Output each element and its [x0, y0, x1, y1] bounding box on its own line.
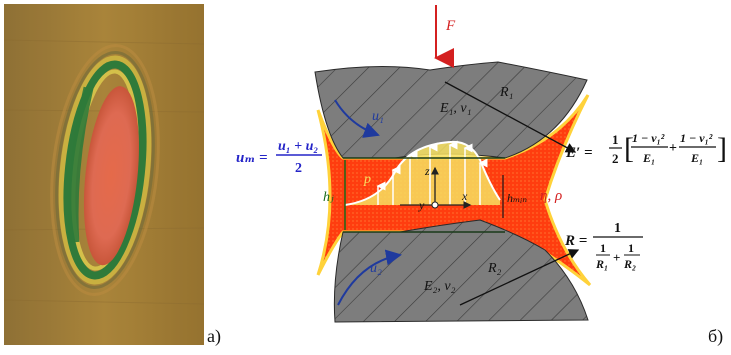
lower-velocity-label: u₂ — [370, 261, 382, 276]
svg-text:+: + — [613, 250, 620, 265]
svg-text:1: 1 — [600, 241, 606, 255]
radius-1-arrow — [444, 81, 577, 153]
svg-text:1 − ν₁²: 1 − ν₁² — [680, 131, 713, 145]
viscosity-density-label: η, ρ — [540, 188, 562, 204]
reduced-radius-formula: R = 1 1 R₁ + 1 R₂ — [564, 221, 643, 271]
svg-text:]: ] — [717, 132, 727, 165]
panel-a-label: а) — [207, 326, 221, 346]
upper-velocity-label: u₁ — [372, 109, 384, 124]
velocity-1-arrow — [334, 99, 380, 138]
lower-material-label: E₂, ν₂ — [423, 279, 456, 294]
svg-text:E₁: E₁ — [690, 151, 703, 165]
force-label: F — [445, 18, 456, 34]
svg-text:2: 2 — [295, 161, 302, 176]
panel-b-label: б) — [708, 326, 724, 346]
svg-text:[: [ — [624, 132, 634, 165]
upper-radius-label: R₁ — [499, 85, 513, 100]
lower-radius-label: R₂ — [487, 261, 502, 276]
x-axis-label: x — [461, 189, 468, 203]
central-thickness-label: hⱼ — [323, 190, 334, 205]
z-axis-label: z — [424, 164, 430, 178]
interferometry-photo — [3, 4, 205, 345]
svg-text:u₁ + u₂: u₁ + u₂ — [278, 139, 318, 154]
upper-material-label: E₁, ν₁ — [439, 101, 472, 116]
reduced-modulus-formula: E′ = 1 2 [ 1 − ν₁² E₁ + 1 − ν₁² E₁ ] — [565, 131, 727, 166]
min-thickness-label: hₘᵢₙ — [507, 191, 527, 205]
contact-region — [83, 86, 139, 266]
svg-text:1 − ν₁²: 1 − ν₁² — [632, 131, 665, 145]
radius-2-arrow — [459, 249, 580, 306]
svg-text:R₁: R₁ — [595, 257, 608, 271]
mean-velocity-formula: uₘ = u₁ + u₂ 2 — [236, 139, 322, 176]
svg-text:2: 2 — [612, 151, 619, 166]
svg-text:1: 1 — [614, 221, 621, 236]
svg-text:E₁: E₁ — [642, 151, 655, 165]
pressure-label: p — [363, 172, 371, 187]
interference-fringes — [50, 44, 160, 296]
svg-text:1: 1 — [612, 132, 619, 147]
svg-text:+: + — [669, 141, 677, 156]
svg-text:R =: R = — [564, 233, 587, 249]
svg-text:1: 1 — [628, 241, 634, 255]
svg-text:E′ =: E′ = — [565, 145, 593, 161]
svg-text:R₂: R₂ — [623, 257, 636, 271]
ehl-contact-diagram — [314, 5, 592, 323]
svg-text:uₘ =: uₘ = — [236, 150, 268, 166]
y-axis-label: y — [418, 198, 425, 212]
lower-body — [333, 219, 589, 323]
velocity-2-arrow — [337, 249, 402, 306]
